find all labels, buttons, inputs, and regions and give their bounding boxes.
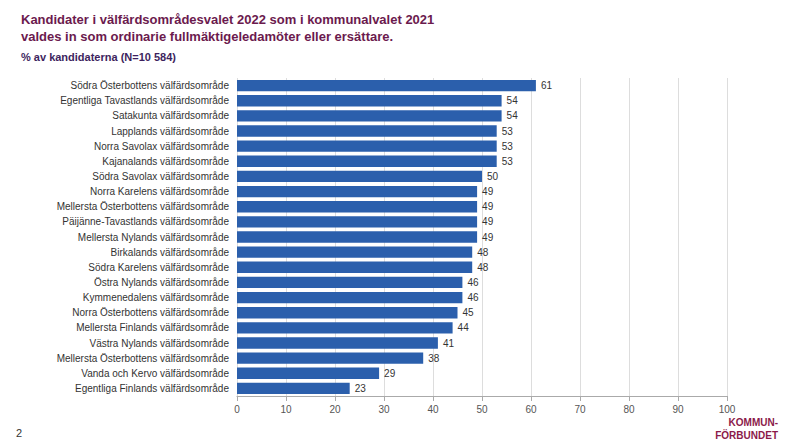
svg-text:Vanda och Kervo välfärdsområde: Vanda och Kervo välfärdsområde: [81, 368, 229, 379]
svg-text:53: 53: [502, 156, 514, 167]
svg-text:Norra Savolax välfärdsområde: Norra Savolax välfärdsområde: [94, 141, 229, 152]
svg-text:Kajanalands välfärdsområde: Kajanalands välfärdsområde: [102, 156, 229, 167]
svg-text:Egentliga Tavastlands välfärds: Egentliga Tavastlands välfärdsområde: [60, 95, 229, 106]
svg-text:50: 50: [487, 171, 499, 182]
svg-text:Kandidater i välfärdsområdesva: Kandidater i välfärdsområdesvalet 2022 s…: [21, 12, 434, 27]
svg-text:49: 49: [482, 232, 494, 243]
svg-text:54: 54: [507, 110, 519, 121]
svg-text:Päijänne-Tavastlands välfärdso: Päijänne-Tavastlands välfärdsområde: [62, 216, 229, 227]
svg-text:Norra Karelens välfärdsområde: Norra Karelens välfärdsområde: [90, 186, 229, 197]
svg-text:46: 46: [467, 277, 479, 288]
svg-text:38: 38: [428, 353, 440, 364]
svg-text:23: 23: [355, 383, 367, 394]
svg-text:Lapplands välfärdsområde: Lapplands välfärdsområde: [111, 126, 229, 137]
svg-text:53: 53: [502, 126, 514, 137]
svg-text:Södra Österbottens välfärdsomr: Södra Österbottens välfärdsområde: [71, 80, 230, 91]
svg-text:Mellersta Österbottens välfärd: Mellersta Österbottens välfärdsområde: [57, 353, 230, 364]
svg-text:60: 60: [525, 404, 537, 415]
svg-text:40: 40: [427, 404, 439, 415]
svg-text:Södra Karelens välfärdsområde: Södra Karelens välfärdsområde: [88, 262, 229, 273]
svg-text:Västra Nylands välfärdsområde: Västra Nylands välfärdsområde: [89, 338, 229, 349]
svg-text:valdes in som ordinarie fullmä: valdes in som ordinarie fullmäktigeledam…: [21, 29, 393, 44]
svg-text:Mellersta Österbottens välfärd: Mellersta Österbottens välfärdsområde: [57, 201, 230, 212]
svg-text:54: 54: [507, 95, 519, 106]
svg-text:2: 2: [16, 427, 22, 439]
svg-text:80: 80: [623, 404, 635, 415]
svg-text:Mellersta Nylands välfärdsområ: Mellersta Nylands välfärdsområde: [78, 232, 230, 243]
svg-text:Norra Österbottens välfärdsomr: Norra Österbottens välfärdsområde: [72, 307, 229, 318]
svg-text:48: 48: [477, 262, 489, 273]
svg-text:46: 46: [467, 292, 479, 303]
svg-text:49: 49: [482, 216, 494, 227]
svg-text:Satakunta välfärdsområde: Satakunta välfärdsområde: [112, 110, 229, 121]
svg-text:KOMMUN-: KOMMUN-: [729, 417, 778, 428]
svg-text:Östra Nylands välfärdsområde: Östra Nylands välfärdsområde: [94, 277, 229, 288]
svg-text:41: 41: [443, 338, 455, 349]
svg-text:49: 49: [482, 201, 494, 212]
svg-text:70: 70: [574, 404, 586, 415]
svg-text:Egentliga Finlands välfärdsomr: Egentliga Finlands välfärdsområde: [75, 383, 229, 394]
svg-text:FÖRBUNDET: FÖRBUNDET: [715, 429, 778, 441]
svg-text:90: 90: [672, 404, 684, 415]
svg-text:44: 44: [458, 322, 470, 333]
svg-text:0: 0: [234, 404, 240, 415]
svg-text:10: 10: [280, 404, 292, 415]
svg-text:53: 53: [502, 141, 514, 152]
svg-text:Södra Savolax välfärdsområde: Södra Savolax välfärdsområde: [92, 171, 229, 182]
svg-text:49: 49: [482, 186, 494, 197]
svg-text:Kymmenedalens välfärdsområde: Kymmenedalens välfärdsområde: [83, 292, 230, 303]
svg-text:Mellersta Finlands välfärdsomr: Mellersta Finlands välfärdsområde: [76, 322, 229, 333]
svg-text:45: 45: [463, 307, 475, 318]
svg-text:29: 29: [384, 368, 396, 379]
svg-text:61: 61: [541, 80, 553, 91]
svg-text:100: 100: [719, 404, 736, 415]
svg-text:30: 30: [378, 404, 390, 415]
svg-text:Birkalands välfärdsområde: Birkalands välfärdsområde: [111, 247, 230, 258]
svg-text:20: 20: [329, 404, 341, 415]
svg-text:48: 48: [477, 247, 489, 258]
svg-text:50: 50: [476, 404, 488, 415]
svg-text:% av kandidaterna (N=10 584): % av kandidaterna (N=10 584): [21, 51, 176, 63]
